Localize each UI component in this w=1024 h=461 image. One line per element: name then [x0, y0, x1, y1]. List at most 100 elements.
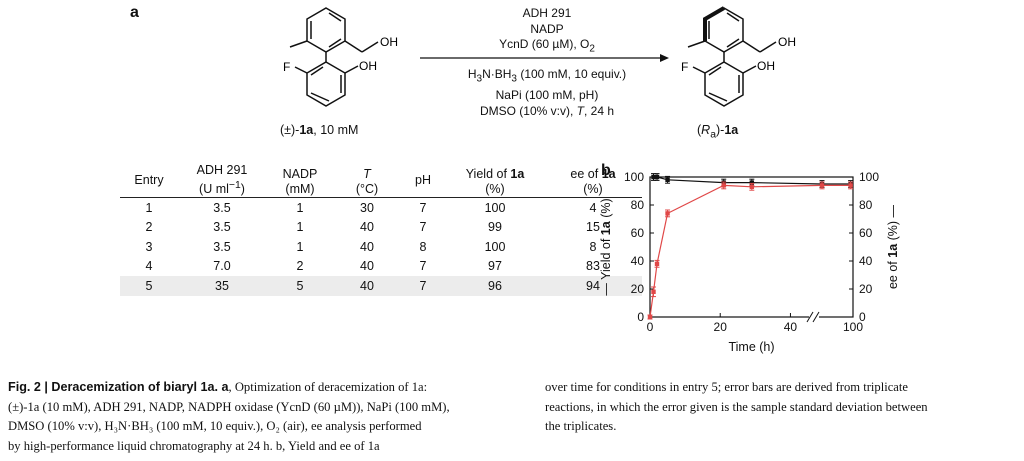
header-entry: Entry: [134, 172, 164, 187]
product-oh-label: OH: [778, 35, 796, 49]
y-tick-label-right: 20: [859, 282, 873, 296]
header-nadp: NADP (mM): [282, 167, 318, 197]
data-point: [749, 184, 755, 189]
table-cell: 5: [296, 278, 304, 293]
table-cell: 1: [296, 239, 304, 254]
y-tick-label-left: 20: [631, 282, 645, 296]
reactant-ring-oh-label: OH: [359, 59, 377, 73]
data-point: [651, 289, 656, 294]
table-header-row: Entry ADH 291 (U ml−1) NADP (mM) T (°C) pH …: [120, 163, 642, 198]
table-cell: 4: [589, 200, 597, 215]
table-cell: 7: [419, 278, 427, 293]
reaction-arrow: [420, 54, 669, 62]
table-cell: 7: [419, 220, 427, 235]
table-cell: 40: [360, 278, 374, 293]
condition-buffer: NaPi (100 mM, pH): [495, 88, 599, 103]
data-point: [654, 261, 660, 266]
y-tick-label-left: 100: [624, 170, 644, 184]
axis-break-gap: [809, 311, 819, 323]
reactant-oh-label: OH: [380, 35, 398, 49]
caption-line-2: (±)-1a (10 mM), ADH 291, NADP, NADPH oxi…: [8, 399, 450, 414]
table-cell: 8: [419, 239, 427, 254]
table-cell: 40: [360, 220, 374, 235]
y-tick-label-right: 100: [859, 170, 879, 184]
y-tick-label-left: 80: [631, 198, 645, 212]
header-adh: ADH 291 (U ml−1): [196, 163, 248, 197]
table-row: 5 35 5 40 7 96 94: [120, 276, 642, 296]
caption-line-1: Fig. 2 | Deracemization of biaryl 1a. a,…: [8, 380, 428, 394]
table-cell: 4: [145, 259, 153, 274]
header-temperature: T (°C): [355, 167, 379, 197]
condition-oxidase: YcnD (60 µM), O2: [499, 37, 595, 55]
condition-reductant: H3N·BH3 (100 mM, 10 equiv.): [467, 67, 627, 85]
panel-a-label: a: [130, 4, 139, 21]
data-point: [665, 177, 670, 182]
figure-caption-right: over time for conditions in entry 5; err…: [545, 378, 1020, 437]
table-row: 2 3.5 1 40 7 99 15: [120, 218, 642, 238]
table-cell: 3.5: [213, 200, 231, 215]
product-caption: (Ra)-1a: [697, 123, 739, 141]
table-cell: 2: [145, 220, 153, 235]
y-axis-label-left: — Yield of 1a (%): [599, 198, 613, 295]
figure-caption-left: Fig. 2 | Deracemization of biaryl 1a. a,…: [8, 378, 528, 456]
table-cell: 5: [145, 278, 153, 293]
table-cell: 97: [488, 259, 502, 274]
reactant-structure: OH OH F: [283, 7, 398, 107]
table-cell: 2: [296, 259, 304, 274]
table-row: 4 7.0 2 40 7 97 83: [120, 257, 642, 277]
x-tick-label: 100: [843, 320, 863, 334]
table-cell: 40: [360, 239, 374, 254]
product-structure: OH OH F: [681, 6, 796, 107]
conditions-above: ADH 291 NADP YcnD (60 µM), O2: [422, 6, 672, 57]
table-cell: 3: [145, 239, 153, 254]
table-cell: 7: [419, 259, 427, 274]
table-cell: 7: [419, 200, 427, 215]
condition-cofactor: NADP: [530, 21, 564, 36]
x-tick-label: 40: [784, 320, 798, 334]
caption-line-6: reactions, in which the error given is t…: [545, 399, 928, 414]
condition-solvent: DMSO (10% v:v), T, 24 h: [479, 104, 615, 119]
table-cell: 1: [296, 200, 304, 215]
table-cell: 30: [360, 200, 374, 215]
table-cell: 7.0: [213, 259, 231, 274]
y-tick-label-right: 60: [859, 226, 873, 240]
header-yield: Yield of 1a (%): [465, 167, 525, 197]
header-ee: ee of 1a (%): [570, 167, 616, 197]
table-cell: 100: [484, 200, 506, 215]
data-point: [749, 180, 755, 185]
table-cell: 1: [145, 200, 153, 215]
table-cell: 94: [586, 278, 600, 293]
y-tick-label-left: 0: [637, 310, 644, 324]
data-point: [848, 183, 853, 188]
data-point: [647, 314, 653, 320]
table-cell: 99: [488, 220, 502, 235]
x-tick-label: 20: [714, 320, 728, 334]
table-cell: 40: [360, 259, 374, 274]
table-cell: 100: [484, 239, 506, 254]
table-cell: 1: [296, 220, 304, 235]
x-tick-label: 0: [647, 320, 654, 334]
caption-line-5: over time for conditions in entry 5; err…: [545, 380, 908, 394]
table-cell: 35: [215, 278, 229, 293]
table-cell: 3.5: [213, 239, 231, 254]
table-cell: 8: [589, 239, 597, 254]
product-f-label: F: [681, 60, 688, 74]
caption-line-4: by high-performance liquid chromatograph…: [8, 438, 380, 453]
plot-frame: [649, 176, 854, 318]
y-tick-label-left: 60: [631, 226, 645, 240]
axis-break-mark: [806, 311, 814, 323]
table-cell: 3.5: [213, 220, 231, 235]
panel-b-label: b: [601, 162, 611, 179]
conditions-table: Entry ADH 291 (U ml−1) NADP (mM) T (°C) pH …: [120, 163, 642, 296]
y-tick-label-right: 0: [859, 310, 866, 324]
product-ring-oh-label: OH: [757, 59, 775, 73]
series-line: [649, 184, 851, 318]
axis-break-mark: [812, 311, 820, 323]
condition-enzyme: ADH 291: [522, 6, 572, 20]
x-axis-label: Time (h): [728, 340, 774, 354]
data-point: [651, 174, 656, 180]
y-tick-label-right: 80: [859, 198, 873, 212]
conditions-below: H3N·BH3 (100 mM, 10 equiv.) NaPi (100 mM…: [422, 66, 672, 119]
data-point: [721, 183, 726, 188]
